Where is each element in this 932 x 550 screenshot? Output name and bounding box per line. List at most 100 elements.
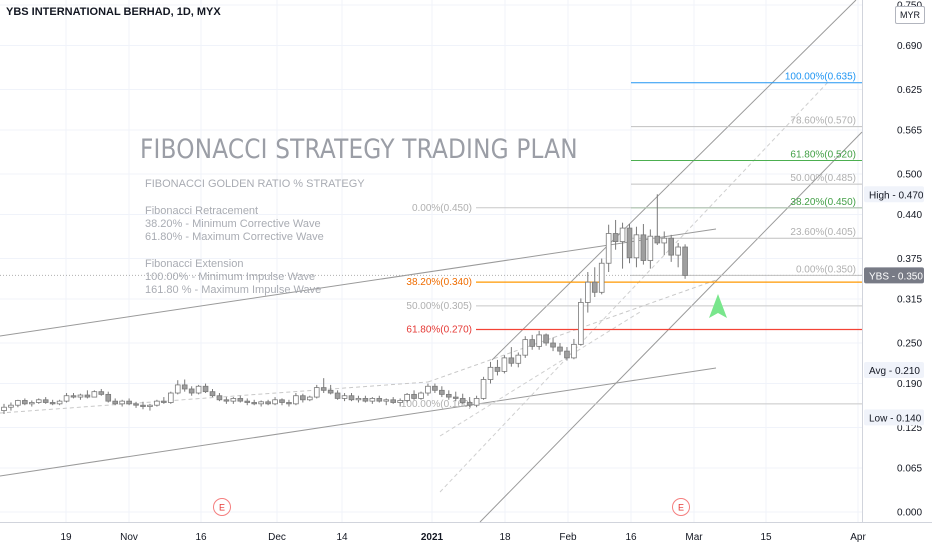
fib-extension-level-label: 78.60%(0.570)	[790, 116, 856, 127]
candle-body	[70, 395, 77, 398]
candle-body	[188, 388, 195, 394]
candle-body	[571, 343, 577, 359]
inner-mid-channel-line	[439, 79, 831, 493]
candle-body	[466, 402, 473, 406]
candle-body	[647, 235, 654, 261]
time-tick-label: Feb	[559, 532, 577, 543]
candle-body	[529, 339, 535, 347]
time-tick-label: 19	[60, 532, 72, 543]
fib-retracement-level-label: 100.00%(0.160)	[401, 399, 472, 410]
candle-body	[362, 398, 369, 402]
price-tick-label: 0.440	[897, 210, 922, 221]
fib-retracement-level-label: 38.20%(0.340)	[406, 277, 472, 288]
candle-body	[591, 281, 598, 293]
earnings-marker-label: E	[219, 503, 225, 513]
time-tick-label: Dec	[268, 532, 286, 543]
candle-body	[35, 399, 42, 403]
candle-body	[161, 400, 167, 403]
price-label-text: Avg - 0.210	[869, 366, 920, 377]
price-labels: High - 0.470 YBS - 0.350 Avg - 0.210 Low - …	[864, 186, 924, 426]
candle-body	[578, 302, 584, 345]
candle-body	[293, 395, 299, 405]
candle-body	[202, 385, 209, 393]
candlestick-series	[1, 194, 727, 414]
price-tick-label: 0.625	[897, 85, 922, 96]
fib-retracement-level-label: 61.80%(0.270)	[406, 324, 472, 335]
price-tick-label: 0.250	[897, 339, 922, 350]
headline-annotation: FIBONACCI STRATEGY TRADING PLAN	[140, 134, 578, 165]
time-tick-label: 16	[195, 532, 207, 543]
time-tick-label: 18	[499, 532, 511, 543]
candle-body	[209, 391, 216, 397]
candle-body	[300, 395, 306, 401]
candle-body	[355, 398, 362, 401]
candle-body	[1, 406, 7, 412]
candle-body	[327, 389, 334, 394]
candle-body	[348, 395, 355, 401]
candle-body	[133, 403, 139, 406]
candle-body	[619, 227, 626, 243]
candle-body	[112, 400, 119, 405]
candle-body	[411, 393, 417, 399]
symbol-title: YBS INTERNATIONAL BERHAD, 1D, MYX	[6, 6, 221, 18]
candle-body	[369, 398, 376, 402]
candle-body	[8, 404, 14, 408]
candle-body	[91, 391, 98, 398]
price-tick-label: 0.315	[897, 295, 922, 306]
earnings-marker-icon	[672, 498, 690, 516]
candle-body	[279, 399, 285, 403]
time-tick-label: 15	[760, 532, 772, 543]
candle-body	[536, 334, 542, 347]
candle-body	[237, 398, 244, 402]
outer-lower-channel-line	[0, 367, 717, 477]
candle-body	[56, 400, 63, 405]
candle-body	[77, 394, 84, 398]
candle-body	[230, 398, 237, 402]
price-label-text: YBS - 0.350	[869, 271, 923, 282]
price-axis[interactable]: 0.000 0.065 0.125 0.190 0.250 0.315 0.375 0.440…	[897, 1, 922, 519]
candle-body	[445, 393, 452, 398]
price-tick-label: 0.375	[897, 254, 922, 265]
candle-body	[487, 366, 494, 380]
candle-body	[105, 393, 112, 402]
candle-body	[390, 399, 396, 403]
time-tick-label: Apr	[850, 532, 866, 543]
candle-body	[223, 399, 230, 402]
time-tick-label: Mar	[685, 532, 703, 543]
candle-body	[42, 399, 49, 403]
candle-body	[550, 342, 556, 348]
note-extension-title: Fibonacci Extension	[145, 258, 244, 270]
time-tick-label: 14	[336, 532, 348, 543]
candle-body	[668, 237, 674, 256]
candle-body	[661, 237, 668, 244]
candle-body	[313, 387, 320, 398]
inner-upper-channel-line	[491, 0, 857, 361]
note-retracement-title: Fibonacci Retracement	[145, 205, 259, 217]
price-tick-label: 0.690	[897, 41, 922, 52]
price-label-text: High - 0.470	[869, 190, 924, 201]
note-extension-min: 100.00% - Minimum Impulse Wave	[145, 271, 316, 283]
candle-body	[140, 404, 146, 407]
candle-body	[432, 385, 438, 391]
candle-body	[15, 400, 21, 406]
candle-body	[633, 234, 640, 259]
candle-body	[626, 227, 633, 259]
earnings-marker-label: E	[678, 503, 684, 513]
candle-body	[640, 234, 647, 261]
candle-body	[522, 339, 529, 356]
candle-body	[585, 281, 591, 303]
fibonacci-levels: 100.00%(0.635) 78.60%(0.570) 61.80%(0.520)…	[401, 72, 862, 410]
price-label-badge	[864, 186, 924, 203]
candle-body	[216, 395, 223, 401]
price-tick-label: 0.190	[897, 379, 922, 390]
time-tick-label: 2021	[421, 532, 444, 543]
currency-button[interactable]: MYR	[895, 6, 925, 24]
candle-body	[564, 350, 570, 359]
price-label-badge	[864, 362, 924, 379]
price-tick-label: 0.065	[897, 464, 922, 475]
candle-body	[147, 404, 153, 407]
time-axis[interactable]: 19 Nov 16 Dec 14 2021 18 Feb 16 Mar 15 Apr	[60, 532, 866, 543]
candle-body	[452, 396, 459, 399]
candle-body	[126, 400, 132, 405]
